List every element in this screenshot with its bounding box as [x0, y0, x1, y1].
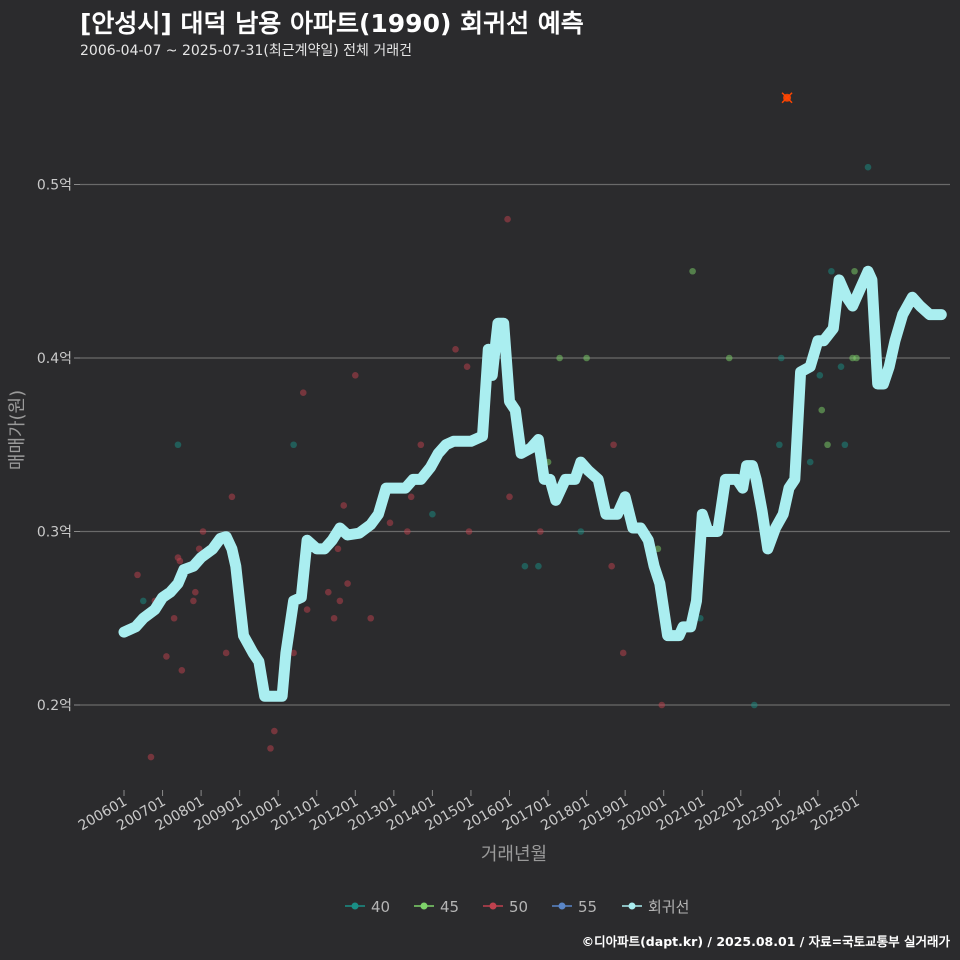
- data-point-50: [271, 727, 278, 735]
- data-point-50: [407, 493, 415, 501]
- y-tick-label: 0.5억: [37, 178, 72, 194]
- data-point-50: [452, 346, 459, 353]
- data-point-50: [463, 363, 471, 370]
- regression-line: [118, 265, 947, 702]
- data-point-40: [429, 510, 436, 518]
- data-point-40: [776, 441, 783, 449]
- data-point-50: [147, 753, 155, 761]
- data-point-50: [334, 545, 342, 553]
- data-point-50: [330, 614, 338, 622]
- data-point-50: [190, 597, 197, 605]
- legend-label: 45: [440, 898, 459, 916]
- data-point-50: [537, 528, 544, 535]
- data-point-45: [824, 441, 831, 449]
- data-point-50: [608, 562, 615, 570]
- y-axis-title: 매매가(원): [7, 390, 28, 470]
- data-point-50: [228, 493, 236, 501]
- y-tick-label: 0.2억: [37, 698, 72, 714]
- data-point-45: [818, 406, 826, 414]
- data-point-50: [163, 653, 170, 660]
- legend-item-45: 45: [414, 898, 459, 916]
- data-point-50: [417, 441, 425, 449]
- regression-path: [118, 265, 947, 702]
- data-point-50: [299, 389, 307, 397]
- legend-item-55: 55: [552, 898, 597, 916]
- legend-label: 40: [371, 898, 390, 916]
- data-point-50: [340, 502, 348, 509]
- data-point-45: [556, 354, 563, 362]
- footer-credit: ©디아파트(dapt.kr) / 2025.08.01 / 자료=국토교통부 실…: [581, 934, 950, 949]
- legend-swatch-dot: [558, 902, 566, 910]
- data-point-50: [386, 519, 394, 527]
- data-point-40: [750, 701, 758, 709]
- data-point-50: [178, 667, 186, 674]
- data-point-40: [535, 562, 542, 570]
- grid-lines: [74, 183, 950, 706]
- data-point-45: [853, 354, 860, 362]
- data-point-50: [222, 649, 230, 657]
- data-point-50: [290, 649, 297, 657]
- data-point-50: [195, 545, 203, 553]
- data-point-50: [336, 597, 344, 605]
- data-point-50: [325, 588, 332, 596]
- legend-label: 55: [578, 898, 597, 916]
- legend: 40 45 50 55 회귀선: [345, 898, 689, 916]
- data-point-50: [303, 606, 311, 613]
- data-point-50: [199, 528, 207, 535]
- x-tick-labels: 2006012007012008012009012010012011012012…: [76, 790, 862, 834]
- data-point-50: [610, 441, 617, 449]
- data-point-40: [521, 562, 529, 570]
- data-point-40: [816, 372, 824, 379]
- data-point-40: [806, 458, 814, 466]
- data-point-50: [506, 493, 513, 501]
- y-tick-label: 0.4억: [37, 351, 72, 367]
- data-point-50: [192, 588, 199, 596]
- data-point-45: [851, 267, 858, 275]
- legend-item-40: 40: [345, 898, 390, 916]
- legend-label: 회귀선: [648, 898, 689, 916]
- data-point-40: [577, 528, 585, 535]
- data-point-50: [134, 571, 141, 579]
- data-point-40: [777, 354, 785, 362]
- legend-item-50: 50: [483, 898, 528, 916]
- data-point-40: [290, 441, 297, 449]
- data-point-50: [465, 528, 473, 535]
- data-point-40: [828, 267, 835, 275]
- y-tick-label: 0.3억: [37, 525, 72, 541]
- data-point-40: [841, 441, 849, 449]
- data-point-45: [654, 545, 662, 553]
- legend-swatch-dot: [420, 902, 428, 910]
- data-point-50: [176, 557, 184, 565]
- data-point-45: [689, 267, 696, 275]
- chart-title: [안성시] 대덕 남용 아파트(1990) 회귀선 예측: [80, 9, 584, 38]
- data-point-40: [139, 597, 147, 605]
- legend-swatch-dot: [628, 902, 636, 910]
- data-point-45: [583, 354, 590, 362]
- legend-swatch-dot: [489, 902, 497, 910]
- data-point-40: [174, 441, 182, 449]
- data-point-50: [619, 649, 627, 657]
- data-point-50: [404, 528, 411, 535]
- highlight-marker: [781, 92, 793, 104]
- x-axis-title: 거래년월: [481, 844, 547, 865]
- data-point-50: [367, 614, 375, 622]
- data-point-40: [837, 363, 845, 370]
- scatter-points: [134, 94, 880, 761]
- legend-label: 50: [509, 898, 528, 916]
- data-point-50: [344, 580, 351, 587]
- data-point-45: [725, 354, 733, 362]
- data-point-40: [697, 614, 704, 622]
- legend-item-regression: 회귀선: [622, 898, 689, 916]
- data-point-50: [170, 614, 178, 622]
- y-tick-labels: 0.2억 0.3억 0.4억 0.5억: [37, 178, 72, 715]
- highlight-cross: [781, 92, 793, 104]
- data-point-50: [352, 372, 359, 379]
- legend-swatch-dot: [351, 902, 359, 910]
- chart-subtitle: 2006-04-07 ~ 2025-07-31(최근계약일) 전체 거래건: [80, 43, 412, 59]
- data-point-50: [658, 701, 666, 709]
- data-point-50: [504, 215, 511, 223]
- data-point-40: [864, 163, 872, 171]
- data-point-50: [267, 745, 274, 752]
